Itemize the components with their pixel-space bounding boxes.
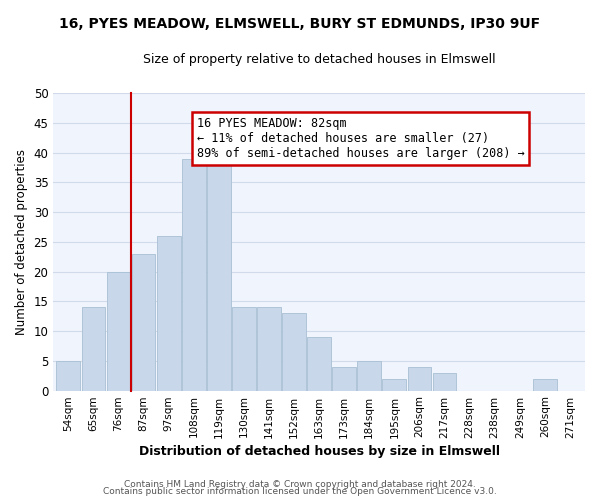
- Bar: [382, 378, 406, 390]
- Bar: [282, 313, 306, 390]
- Bar: [358, 361, 381, 390]
- Bar: [433, 372, 457, 390]
- Bar: [407, 367, 431, 390]
- Bar: [131, 254, 155, 390]
- Bar: [232, 308, 256, 390]
- Bar: [533, 378, 557, 390]
- Bar: [332, 367, 356, 390]
- Bar: [82, 308, 106, 390]
- Bar: [207, 158, 231, 390]
- Text: 16, PYES MEADOW, ELMSWELL, BURY ST EDMUNDS, IP30 9UF: 16, PYES MEADOW, ELMSWELL, BURY ST EDMUN…: [59, 18, 541, 32]
- X-axis label: Distribution of detached houses by size in Elmswell: Distribution of detached houses by size …: [139, 444, 500, 458]
- Bar: [182, 158, 206, 390]
- Bar: [56, 361, 80, 390]
- Text: 16 PYES MEADOW: 82sqm
← 11% of detached houses are smaller (27)
89% of semi-deta: 16 PYES MEADOW: 82sqm ← 11% of detached …: [197, 117, 524, 160]
- Y-axis label: Number of detached properties: Number of detached properties: [15, 149, 28, 335]
- Bar: [157, 236, 181, 390]
- Bar: [307, 337, 331, 390]
- Title: Size of property relative to detached houses in Elmswell: Size of property relative to detached ho…: [143, 52, 496, 66]
- Text: Contains HM Land Registry data © Crown copyright and database right 2024.: Contains HM Land Registry data © Crown c…: [124, 480, 476, 489]
- Bar: [257, 308, 281, 390]
- Bar: [107, 272, 130, 390]
- Text: Contains public sector information licensed under the Open Government Licence v3: Contains public sector information licen…: [103, 487, 497, 496]
